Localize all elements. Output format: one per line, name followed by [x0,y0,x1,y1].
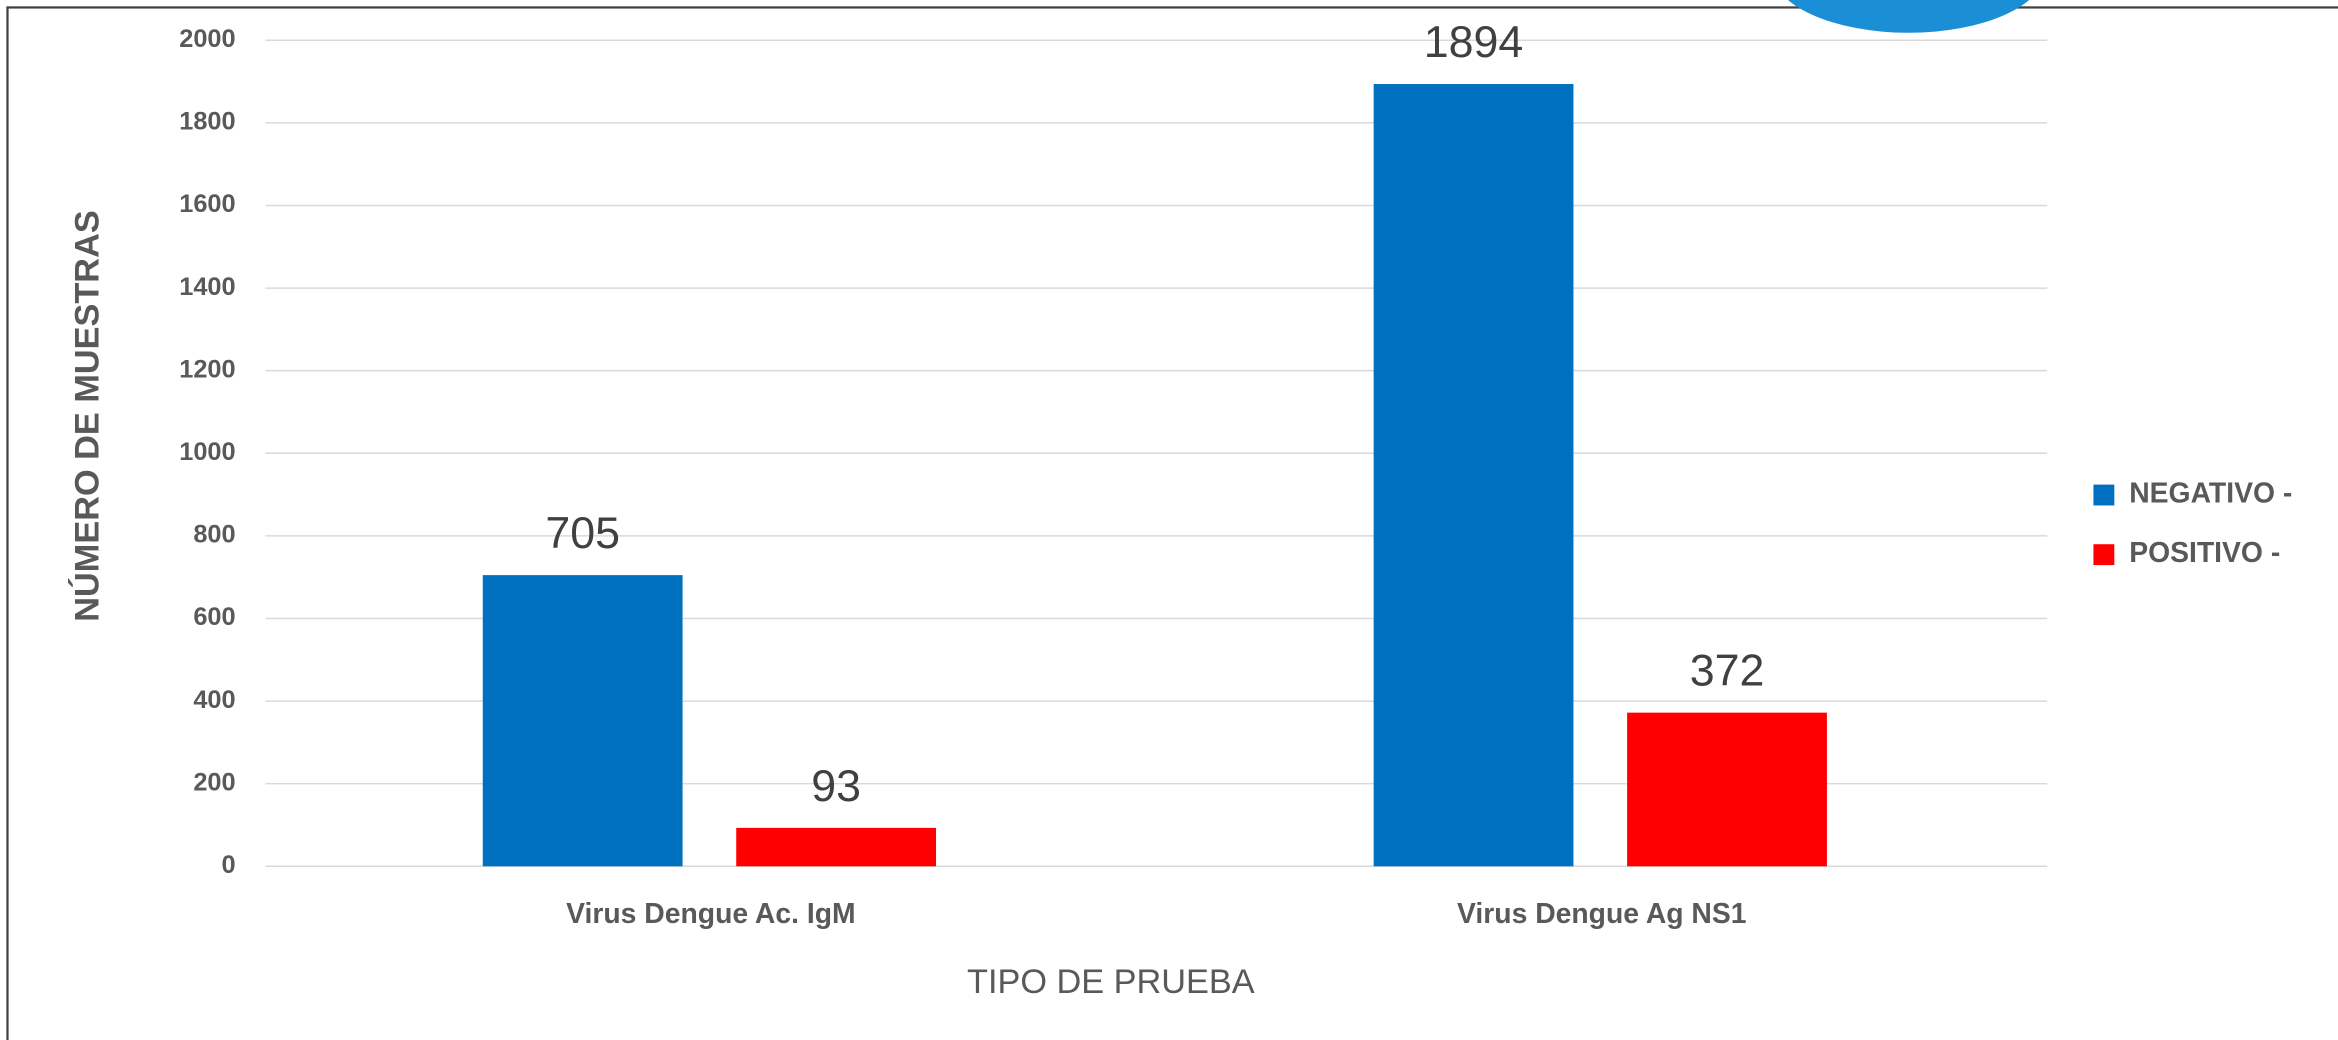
y-axis-title: NÚMERO DE MUESTRAS [67,210,107,621]
y-tick-label: 1400 [179,273,235,301]
bar [482,575,683,867]
y-tick-label: 1000 [179,438,235,466]
y-tick-label: 1600 [179,190,235,218]
chart-frame [6,6,2338,1040]
y-tick-label: 200 [193,768,235,796]
y-tick-label: 2000 [179,25,235,53]
bar [1627,712,1827,867]
legend-swatch [2093,544,2115,566]
data-label: 705 [545,509,620,558]
data-label: 93 [811,762,861,811]
y-tick-label: 800 [193,521,235,549]
legend-label: POSITIVO - [2129,537,2280,569]
legend-swatch [2093,484,2115,506]
data-label: 1894 [1424,18,1523,67]
decoration [1787,0,2030,33]
bar [736,827,937,867]
legend-label: NEGATIVO - [2129,478,2292,510]
x-tick-label: Virus Dengue Ac. IgM [566,898,855,930]
y-tick-label: 1200 [179,355,235,383]
x-tick-label: Virus Dengue Ag NS1 [1457,898,1746,930]
data-label: 372 [1690,647,1765,696]
bar [1373,84,1574,867]
y-tick-label: 1800 [179,108,235,136]
x-axis-title: TIPO DE PRUEBA [967,963,1255,1001]
y-tick-label: 0 [222,851,236,879]
y-tick-label: 400 [193,686,235,714]
y-tick-label: 600 [193,603,235,631]
